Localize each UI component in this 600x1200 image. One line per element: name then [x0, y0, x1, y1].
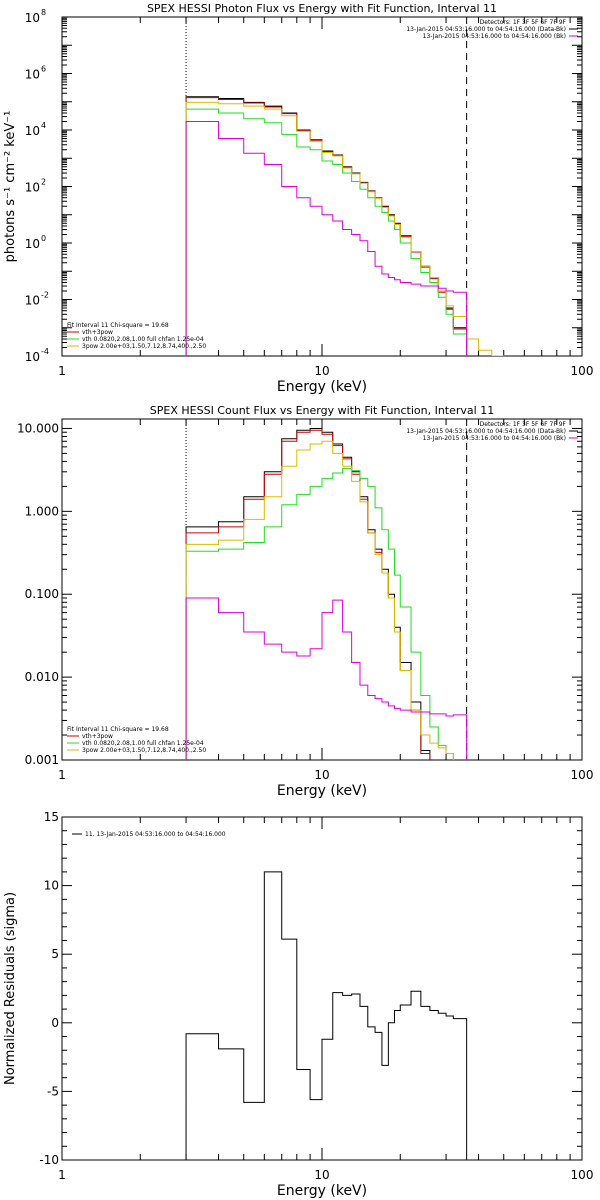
y-tick-exponent: -4 [41, 347, 49, 356]
y-tick-exponent: 8 [41, 8, 46, 17]
legend-interval: 11. 13-Jan-2015 04:53:16.000 to 04:54:16… [85, 831, 226, 838]
legend-fit-header: Fit Interval 11 Chi-square = 19.68 [67, 322, 169, 329]
series-magenta-line [185, 121, 468, 356]
x-tick-label: 100 [571, 768, 594, 782]
y-axis-label: Normalized Residuals (sigma) [3, 892, 18, 1085]
y-tick-label: 10.000 [17, 421, 59, 435]
y-tick-label: 10 [44, 879, 59, 893]
y-tick-label: 0.001 [25, 753, 59, 767]
legend-fit-entry: 3pow 2.00e+03,1.50,7.12,8.74,400.,2.50 [82, 343, 206, 350]
y-tick-label: 10 [25, 11, 40, 25]
y-tick-label: 1.000 [25, 504, 59, 518]
series-magenta-line [185, 597, 468, 760]
series-group [185, 96, 505, 356]
y-tick-label: -10 [39, 1153, 59, 1167]
chart-title: SPEX HESSI Count Flux vs Energy with Fit… [150, 404, 494, 417]
x-tick-label: 100 [571, 1168, 594, 1182]
series-group [185, 427, 468, 760]
legend-fit-entry: vth+3pow [82, 329, 113, 336]
x-axis-label: Energy (keV) [277, 783, 367, 799]
y-tick-label: 0.010 [25, 670, 59, 684]
legend-entry-bk: 13-Jan-2015 04:53:16.000 to 04:54:16.000… [423, 435, 566, 442]
legend-fit-entry: 3pow 2.00e+03,1.50,7.12,8.74,400.,2.50 [82, 747, 206, 754]
panel-2 [61, 418, 583, 761]
y-tick-exponent: 2 [41, 178, 46, 187]
x-axis-label: Energy (keV) [277, 1183, 367, 1199]
legend-entry-data-bk: 13-Jan-2015 04:53:16.000 to 04:54:16.000… [406, 428, 566, 435]
y-tick-label: -5 [47, 1084, 59, 1098]
series-black-line [185, 871, 468, 1160]
series-yellow-line [185, 101, 505, 356]
series-black-line [185, 427, 431, 760]
series-green-line [185, 108, 468, 356]
y-tick-label: 10 [25, 68, 40, 82]
series-yellow-line [185, 440, 454, 760]
y-tick-label: 5 [51, 947, 59, 961]
x-tick-label: 1 [58, 1168, 66, 1182]
y-tick-exponent: 0 [41, 234, 46, 243]
y-tick-label: 0.100 [25, 587, 59, 601]
x-tick-label: 10 [314, 768, 329, 782]
y-tick-label: 10 [25, 237, 40, 251]
legend-detectors: Detectors: 1F 3F 5F 6F 7F 9F [480, 421, 567, 428]
y-tick-exponent: 4 [41, 121, 46, 130]
y-tick-exponent: 6 [41, 65, 46, 74]
y-tick-label: 10 [25, 181, 40, 195]
series-red-line [185, 97, 468, 356]
legend-entry-data-bk: 13-Jan-2015 04:53:16.000 to 04:54:16.000… [406, 26, 566, 33]
chart-title: SPEX HESSI Photon Flux vs Energy with Fi… [147, 2, 497, 15]
x-tick-label: 10 [314, 1168, 329, 1182]
panel-3 [61, 816, 583, 1161]
y-tick-label: 15 [44, 810, 59, 824]
series-red-line [185, 429, 431, 760]
x-tick-label: 1 [58, 768, 66, 782]
series-group [185, 871, 468, 1160]
x-tick-label: 10 [314, 364, 329, 378]
y-tick-label: 10 [25, 350, 40, 364]
legend-fit-entry: vth 0.0820,2.08,1.00 full chfan 1.25e-04 [82, 740, 204, 747]
plot-frame [61, 418, 583, 761]
y-tick-label: 10 [25, 124, 40, 138]
x-axis-label: Energy (keV) [277, 379, 367, 395]
legend-fit-entry: vth+3pow [82, 733, 113, 740]
series-green-line [185, 467, 454, 760]
y-axis-label: photons s⁻¹ cm⁻² keV⁻¹ [3, 111, 18, 263]
y-tick-exponent: -2 [41, 291, 49, 300]
x-tick-label: 100 [571, 364, 594, 378]
legend-entry-bk: 13-Jan-2015 04:53:16.000 to 04:54:16.000… [423, 33, 566, 40]
legend-detectors: Detectors: 1F 3F 5F 6F 7F 9F [480, 19, 567, 26]
legend-fit-header: Fit Interval 11 Chi-square = 19.68 [67, 726, 169, 733]
plot-frame [61, 816, 583, 1161]
series-black-line [185, 96, 480, 356]
y-tick-label: 10 [25, 294, 40, 308]
x-tick-label: 1 [58, 364, 66, 378]
y-tick-label: 0 [51, 1016, 59, 1030]
plot-frame [61, 16, 583, 357]
legend-fit-entry: vth 0.0820,2.08,1.00 full chfan 1.25e-04 [82, 336, 204, 343]
